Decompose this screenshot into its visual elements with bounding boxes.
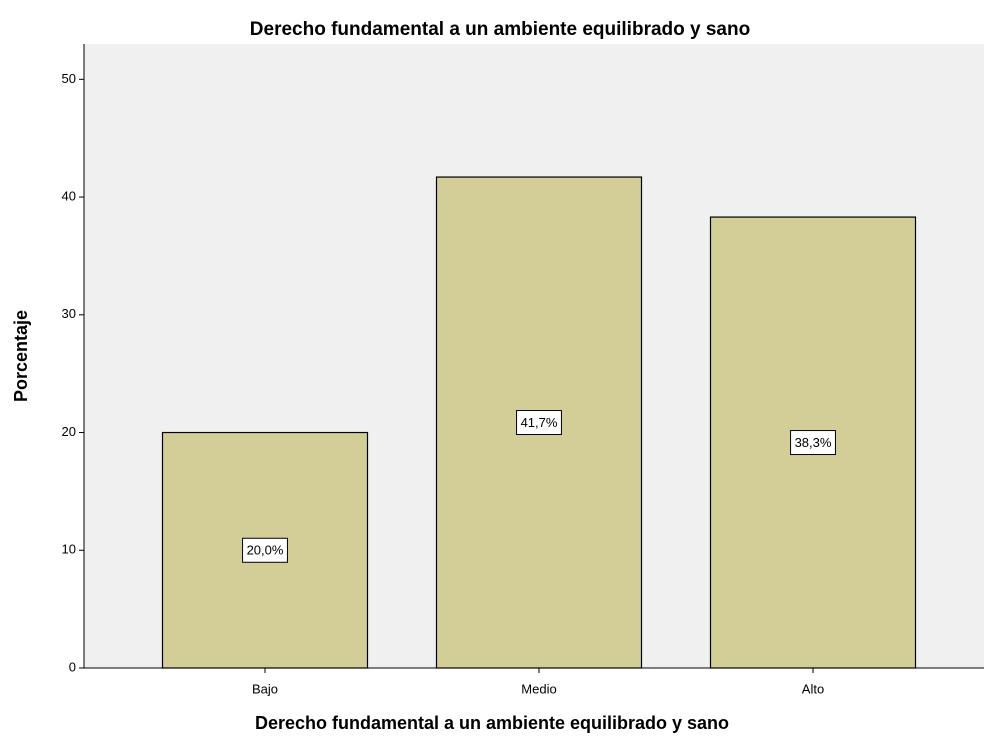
x-tick-label: Bajo [252, 681, 278, 696]
value-label: 20,0% [247, 543, 284, 558]
value-label-box [242, 537, 288, 563]
value-label-box [516, 410, 562, 436]
x-axis-title: Derecho fundamental a un ambiente equili… [255, 713, 729, 733]
value-label: 38,3% [795, 435, 832, 450]
y-tick-label: 0 [69, 659, 76, 674]
chart-title: Derecho fundamental a un ambiente equili… [250, 19, 750, 40]
value-label: 41,7% [521, 415, 558, 430]
y-tick-label: 10 [62, 542, 76, 557]
value-label-box [790, 430, 836, 456]
y-tick-label: 20 [62, 424, 76, 439]
y-tick-label: 30 [62, 306, 76, 321]
y-tick-label: 40 [62, 188, 76, 203]
x-tick-label: Medio [521, 681, 556, 696]
y-axis-title: Porcentaje [11, 310, 31, 402]
y-tick-label: 50 [62, 71, 76, 86]
x-tick-label: Alto [802, 681, 824, 696]
